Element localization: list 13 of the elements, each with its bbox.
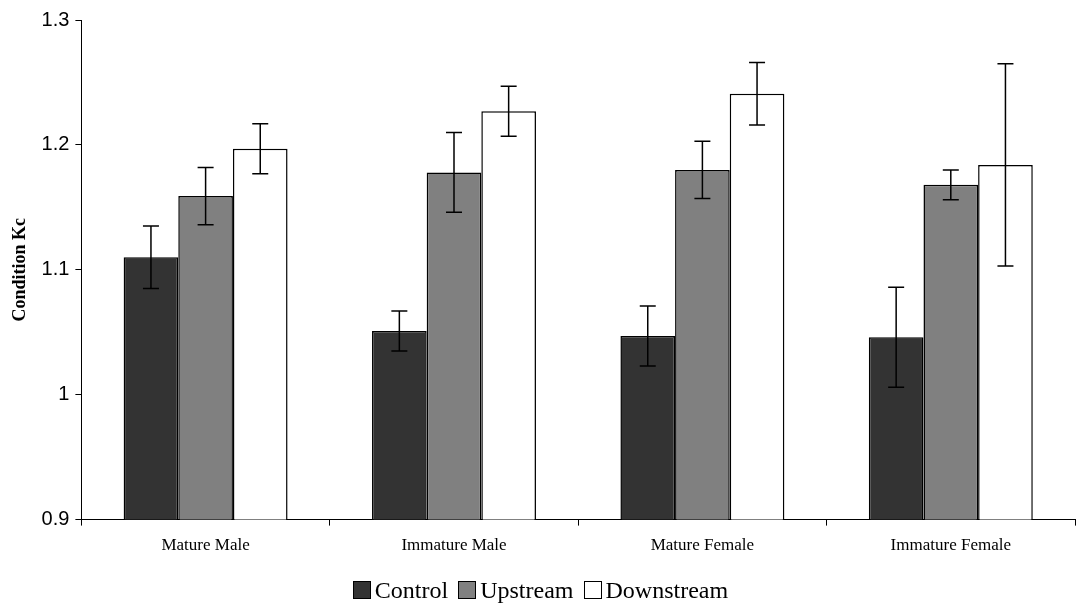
y-tick-label: 1: [58, 382, 70, 405]
y-axis-title: Condition Kc: [9, 218, 30, 322]
legend-label: Control: [374, 576, 449, 604]
y-tick-label: 0.9: [41, 507, 70, 530]
legend-label: Upstream: [480, 576, 574, 604]
y-tick-label: 1.1: [41, 257, 70, 280]
series-label: Downstream: [605, 576, 729, 604]
y-tick-label: 1.3: [41, 7, 70, 30]
y-tick-label: 1.2: [41, 132, 70, 155]
x-tick-label: Mature Female: [650, 535, 755, 555]
x-tick-label: Mature Male: [161, 535, 250, 555]
x-tick-label: Immature Female: [890, 535, 1011, 555]
x-tick-label: Immature Male: [401, 535, 507, 555]
